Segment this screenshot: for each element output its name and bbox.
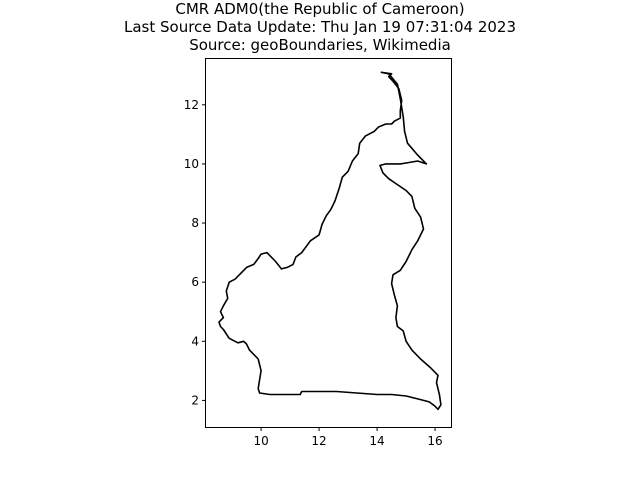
x-tick-label: 12 [311, 434, 326, 448]
x-tick-label: 10 [253, 434, 268, 448]
y-tick-label: 6 [191, 275, 199, 289]
axes-frame [205, 58, 452, 428]
cameroon-boundary [218, 71, 442, 411]
y-tick-label: 2 [191, 393, 199, 407]
y-tick-label: 12 [184, 98, 199, 112]
y-tick-label: 4 [191, 334, 199, 348]
x-tick-label: 16 [427, 434, 442, 448]
map-title-line-2: Last Source Data Update: Thu Jan 19 07:3… [123, 18, 517, 36]
y-tick-label: 8 [191, 216, 199, 230]
axis-ticks: 10 12 14 16 2 4 6 8 10 12 [184, 98, 443, 448]
x-tick-label: 14 [369, 434, 384, 448]
map-title-line-3: Source: geoBoundaries, Wikimedia [189, 36, 451, 54]
y-tick-label: 10 [184, 157, 199, 171]
map-title-line-1: CMR ADM0(the Republic of Cameroon) [175, 0, 465, 18]
